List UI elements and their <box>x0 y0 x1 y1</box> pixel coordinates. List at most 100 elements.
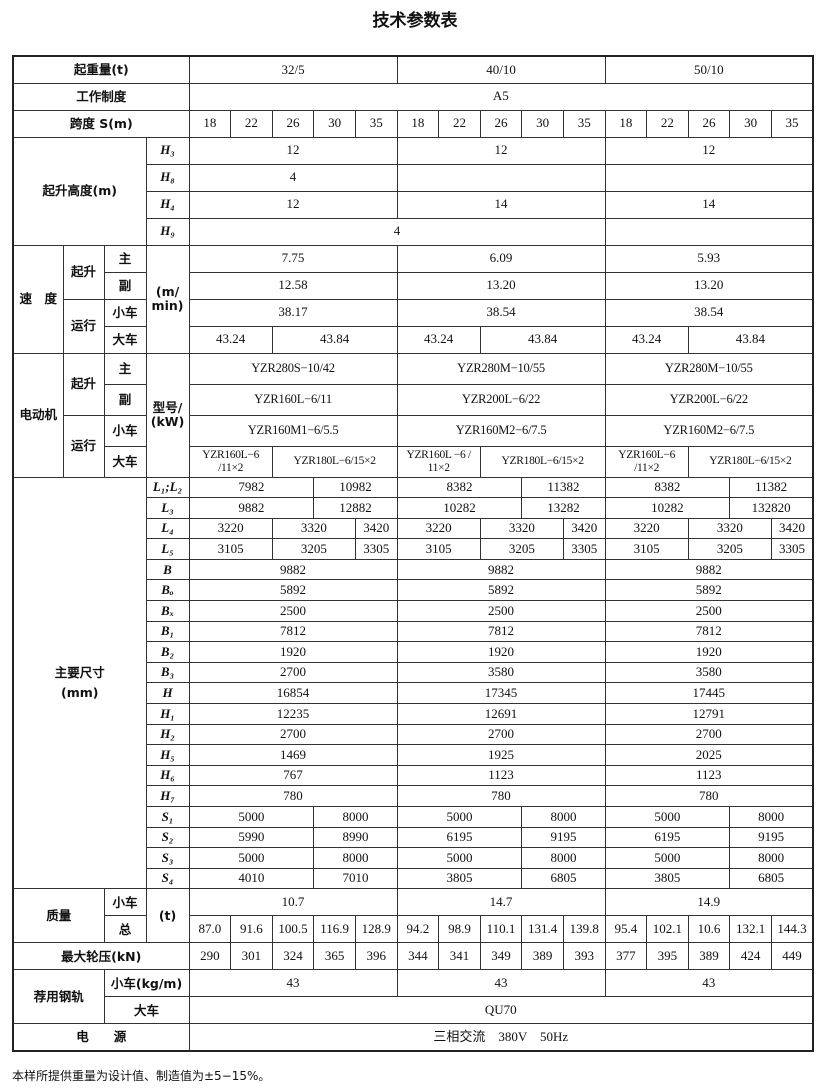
value-cell: 8000 <box>313 847 398 869</box>
sub-label: 副 <box>103 383 147 416</box>
value-cell: 780 <box>396 785 606 807</box>
value-cell: 7812 <box>188 620 398 643</box>
value-cell: 5990 <box>188 826 315 849</box>
symbol-cell: B <box>145 558 190 581</box>
value-cell: 3320 <box>479 517 564 540</box>
value-cell: 3420 <box>562 517 606 540</box>
value-cell: 38.17 <box>188 298 398 327</box>
value-cell: 3205 <box>479 538 564 560</box>
value-cell: 6195 <box>604 826 731 849</box>
dimensions-label: 主要尺寸 (mm) <box>12 476 147 890</box>
value-cell: 2700 <box>396 723 606 746</box>
table-row: S₁ 5000 8000 5000 8000 5000 8000 <box>13 806 814 828</box>
speed-unit-label: (m/ min) <box>145 244 190 354</box>
value-cell: 4 <box>188 163 398 192</box>
motor-hoist-label: 起升 <box>62 352 105 416</box>
value-cell: 35 <box>770 109 814 138</box>
value-cell: YZR200L−6/22 <box>604 383 814 416</box>
table-row: B₂ 1920 1920 1920 <box>13 641 814 663</box>
sub-label: 小车 <box>103 414 147 447</box>
value-cell: 5892 <box>396 579 606 602</box>
value-cell: 341 <box>438 942 481 971</box>
value-cell: 132.1 <box>729 915 772 944</box>
value-cell: 95.4 <box>604 915 648 944</box>
value-cell: 1123 <box>604 764 814 787</box>
value-cell: 780 <box>604 785 814 807</box>
value-cell: 11382 <box>729 476 814 499</box>
value-cell: 8382 <box>396 476 523 499</box>
rail-label: 荐用钢轨 <box>12 969 105 1025</box>
table-row: 最大轮压(kN) 290 301 324 365 396 344 341 349 389 393 37… <box>12 942 814 971</box>
mass-unit-label: (t) <box>145 888 190 944</box>
value-cell: 7.75 <box>188 244 398 273</box>
value-cell: 5000 <box>604 847 731 869</box>
value-cell: 13.20 <box>604 271 814 300</box>
value-cell: 3105 <box>604 538 689 560</box>
speed-label: 速 度 <box>12 244 64 354</box>
value-cell: 32/5 <box>188 55 398 84</box>
motor-label: 电动机 <box>12 352 64 478</box>
value-cell: 6.09 <box>396 244 606 273</box>
value-cell: 1920 <box>396 641 606 663</box>
sub-label: 小车 <box>103 888 147 917</box>
table-row: Bₒ 5892 5892 5892 <box>13 579 814 602</box>
value-cell: 4010 <box>188 867 315 890</box>
value-cell: 5000 <box>396 847 523 869</box>
table-row: S₄ 4010 7010 3805 6805 3805 6805 <box>13 867 814 890</box>
value-cell: 5000 <box>188 847 315 869</box>
table-row: B 9882 9882 9882 <box>13 558 814 581</box>
value-cell: 9882 <box>396 558 606 581</box>
dimensions-title: 主要尺寸 <box>54 665 105 681</box>
value-cell: 30 <box>521 109 564 138</box>
value-cell <box>396 163 606 192</box>
value-cell: YZR160L−6 /11×2 <box>188 445 273 478</box>
value-cell: 102.1 <box>646 915 689 944</box>
sub-label: 主 <box>103 244 147 273</box>
value-cell: 3205 <box>687 538 772 560</box>
value-cell: 12.58 <box>188 271 398 300</box>
value-cell: 767 <box>188 764 398 787</box>
value-cell: 449 <box>770 942 814 971</box>
value-cell: YZR180L−6/15×2 <box>271 445 398 478</box>
table-row: 运行 小车 38.17 38.54 38.54 <box>13 298 814 354</box>
value-cell: 43 <box>396 969 606 998</box>
value-cell: YZR280M−10/55 <box>604 352 814 385</box>
value-cell: 26 <box>271 109 315 138</box>
symbol-cell: H₈ <box>145 163 190 192</box>
value-cell: 6195 <box>396 826 523 849</box>
value-cell: 7812 <box>604 620 814 643</box>
dimensions-unit: (mm) <box>61 684 99 700</box>
value-cell: YZR160L−6 /11×2 <box>604 445 689 478</box>
value-cell: YZR280S−10/42 <box>188 352 398 385</box>
value-cell: 12882 <box>313 497 398 519</box>
symbol-cell: H₉ <box>145 217 190 246</box>
value-cell: 30 <box>729 109 772 138</box>
table-row: 荐用钢轨 小车(kg/m) 43 43 43 <box>12 969 814 1025</box>
value-cell: 17445 <box>604 682 814 705</box>
table-row: 跨度 S(m) 18 22 26 30 35 18 22 26 30 35 18 22 26 30 35 <box>12 109 814 138</box>
table-row: S₂ 5990 8990 6195 9195 6195 9195 <box>13 826 814 849</box>
table-row: 工作制度 A5 <box>12 82 814 111</box>
table-row: 大车 43.24 43.84 43.24 43.84 43.24 43.84 <box>13 325 814 354</box>
sub-label: 总 <box>103 915 147 944</box>
value-cell: YZR160M2−6/7.5 <box>396 414 606 447</box>
value-cell: 8000 <box>521 847 606 869</box>
value-cell: 389 <box>521 942 564 971</box>
value-cell: 43.84 <box>271 325 398 354</box>
value-cell: 7010 <box>313 867 398 890</box>
value-cell: 3305 <box>354 538 398 560</box>
symbol-cell: B₂ <box>145 641 190 663</box>
value-cell: YZR160L −6 / 11×2 <box>396 445 481 478</box>
value-cell: 132820 <box>729 497 814 519</box>
table-row: 起升高度(m) H₃ 12 12 12 <box>12 136 814 246</box>
value-cell: 393 <box>562 942 606 971</box>
value-cell: 5000 <box>604 806 731 828</box>
symbol-cell: H₅ <box>145 744 190 766</box>
value-cell: 1925 <box>396 744 606 766</box>
wheel-pressure-label: 最大轮压(kN) <box>12 942 190 971</box>
symbol-cell: L₅ <box>145 538 190 560</box>
footnote: 本样所提供重量为设计值、制造值为±5−15%。 <box>12 1069 271 1083</box>
symbol-cell: L₄ <box>145 517 190 540</box>
value-cell: 22 <box>646 109 689 138</box>
table-row: 大车 QU70 <box>13 996 814 1025</box>
